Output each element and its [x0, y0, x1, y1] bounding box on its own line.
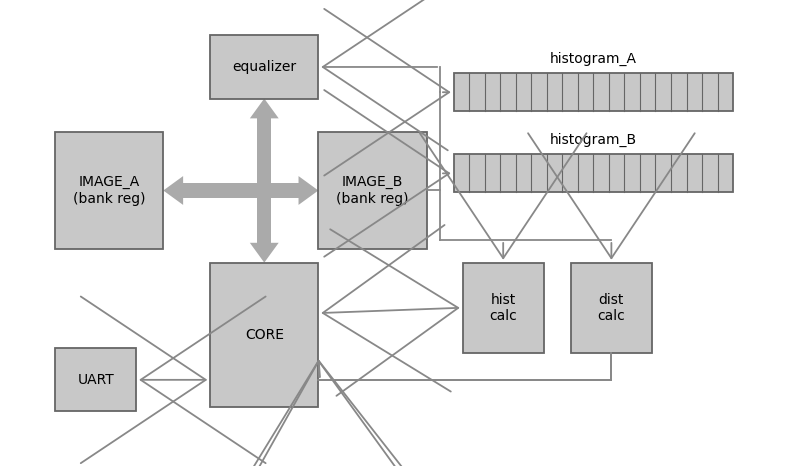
Bar — [257, 118, 272, 243]
Bar — [183, 183, 299, 198]
Bar — [55, 348, 136, 411]
Bar — [463, 263, 544, 353]
Text: histogram_B: histogram_B — [550, 133, 637, 147]
Text: IMAGE_B
(bank reg): IMAGE_B (bank reg) — [337, 175, 408, 206]
Text: CORE: CORE — [245, 328, 284, 342]
Bar — [453, 73, 733, 111]
Polygon shape — [299, 176, 318, 205]
Polygon shape — [250, 98, 279, 118]
Bar — [210, 263, 318, 407]
Polygon shape — [164, 176, 183, 205]
Text: histogram_A: histogram_A — [550, 52, 637, 66]
Text: hist
calc: hist calc — [489, 293, 517, 323]
Text: dist
calc: dist calc — [597, 293, 625, 323]
Text: UART: UART — [77, 373, 114, 387]
Bar — [318, 132, 427, 249]
Text: equalizer: equalizer — [232, 60, 296, 74]
Text: IMAGE_A
(bank reg): IMAGE_A (bank reg) — [73, 175, 145, 206]
Bar — [55, 132, 164, 249]
Bar — [453, 154, 733, 192]
Bar — [571, 263, 652, 353]
Polygon shape — [250, 243, 279, 263]
Bar — [210, 35, 318, 98]
